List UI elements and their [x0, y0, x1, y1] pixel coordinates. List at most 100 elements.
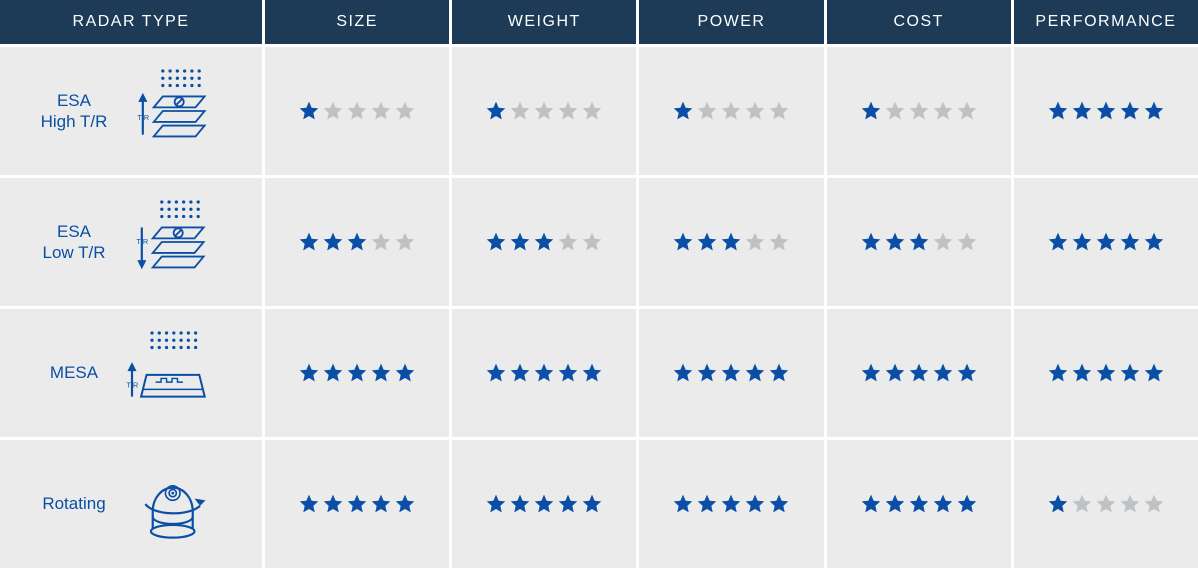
star-empty-icon	[581, 100, 603, 122]
star-empty-icon	[744, 231, 766, 253]
star-rating	[298, 362, 416, 384]
star-filled-icon	[1071, 362, 1093, 384]
star-rating	[1047, 231, 1165, 253]
star-empty-icon	[370, 231, 392, 253]
star-empty-icon	[557, 100, 579, 122]
star-empty-icon	[322, 100, 344, 122]
star-filled-icon	[485, 362, 507, 384]
cell-mesa-power	[639, 309, 823, 437]
star-filled-icon	[298, 100, 320, 122]
star-filled-icon	[768, 493, 790, 515]
star-filled-icon	[485, 231, 507, 253]
star-filled-icon	[860, 231, 882, 253]
cell-mesa-size	[265, 309, 449, 437]
star-filled-icon	[672, 100, 694, 122]
star-empty-icon	[1095, 493, 1117, 515]
star-empty-icon	[557, 231, 579, 253]
header-size: SIZE	[265, 0, 449, 44]
row-label-esa-high: ESA High T/R T/R	[0, 47, 262, 175]
row-label-esa-low: ESA Low T/R T/R	[0, 178, 262, 306]
star-rating	[485, 362, 603, 384]
star-filled-icon	[696, 493, 718, 515]
star-filled-icon	[581, 493, 603, 515]
star-filled-icon	[768, 362, 790, 384]
star-empty-icon	[509, 100, 531, 122]
cell-esa-low-cost	[827, 178, 1011, 306]
svg-text:T/R: T/R	[138, 113, 150, 122]
header-label: RADAR TYPE	[73, 13, 190, 31]
star-empty-icon	[932, 231, 954, 253]
star-rating	[485, 231, 603, 253]
star-filled-icon	[1095, 231, 1117, 253]
star-filled-icon	[346, 493, 368, 515]
star-filled-icon	[696, 362, 718, 384]
cell-rotating-cost	[827, 440, 1011, 568]
star-filled-icon	[860, 100, 882, 122]
star-rating	[672, 231, 790, 253]
star-filled-icon	[956, 493, 978, 515]
star-filled-icon	[533, 231, 555, 253]
star-filled-icon	[1047, 493, 1069, 515]
star-filled-icon	[672, 231, 694, 253]
star-filled-icon	[884, 493, 906, 515]
star-filled-icon	[1095, 362, 1117, 384]
cell-esa-high-size	[265, 47, 449, 175]
star-filled-icon	[1119, 100, 1141, 122]
header-label: WEIGHT	[508, 13, 581, 31]
header-label: POWER	[698, 13, 766, 31]
star-filled-icon	[932, 493, 954, 515]
mesa-icon: T/R	[112, 327, 212, 419]
star-filled-icon	[908, 362, 930, 384]
star-filled-icon	[485, 100, 507, 122]
star-rating	[298, 100, 416, 122]
svg-text:T/R: T/R	[136, 237, 148, 246]
star-filled-icon	[672, 493, 694, 515]
star-rating	[1047, 493, 1165, 515]
star-empty-icon	[370, 100, 392, 122]
star-filled-icon	[1071, 231, 1093, 253]
star-filled-icon	[908, 231, 930, 253]
star-empty-icon	[956, 100, 978, 122]
star-filled-icon	[370, 362, 392, 384]
star-filled-icon	[322, 231, 344, 253]
star-rating	[1047, 100, 1165, 122]
star-rating	[860, 362, 978, 384]
cell-rotating-weight	[452, 440, 636, 568]
star-filled-icon	[1119, 362, 1141, 384]
star-filled-icon	[1143, 231, 1165, 253]
star-filled-icon	[509, 362, 531, 384]
star-filled-icon	[322, 362, 344, 384]
cell-mesa-performance	[1014, 309, 1198, 437]
cell-mesa-weight	[452, 309, 636, 437]
star-rating	[298, 231, 416, 253]
star-filled-icon	[720, 231, 742, 253]
star-filled-icon	[346, 231, 368, 253]
star-rating	[860, 231, 978, 253]
star-filled-icon	[860, 493, 882, 515]
star-rating	[672, 362, 790, 384]
star-filled-icon	[720, 493, 742, 515]
cell-esa-low-performance	[1014, 178, 1198, 306]
star-filled-icon	[1119, 231, 1141, 253]
rotating-icon	[120, 458, 220, 550]
svg-text:T/R: T/R	[127, 381, 139, 390]
star-filled-icon	[581, 362, 603, 384]
cell-esa-high-cost	[827, 47, 1011, 175]
star-empty-icon	[394, 100, 416, 122]
star-filled-icon	[557, 493, 579, 515]
star-filled-icon	[485, 493, 507, 515]
star-empty-icon	[696, 100, 718, 122]
row-label-text: MESA	[50, 362, 98, 383]
cell-rotating-performance	[1014, 440, 1198, 568]
star-filled-icon	[1143, 100, 1165, 122]
header-cost: COST	[827, 0, 1011, 44]
star-filled-icon	[1047, 362, 1069, 384]
star-filled-icon	[509, 493, 531, 515]
star-rating	[485, 493, 603, 515]
star-empty-icon	[1143, 493, 1165, 515]
star-filled-icon	[509, 231, 531, 253]
star-rating	[672, 493, 790, 515]
cell-mesa-cost	[827, 309, 1011, 437]
header-label: SIZE	[336, 13, 378, 31]
star-rating	[298, 493, 416, 515]
